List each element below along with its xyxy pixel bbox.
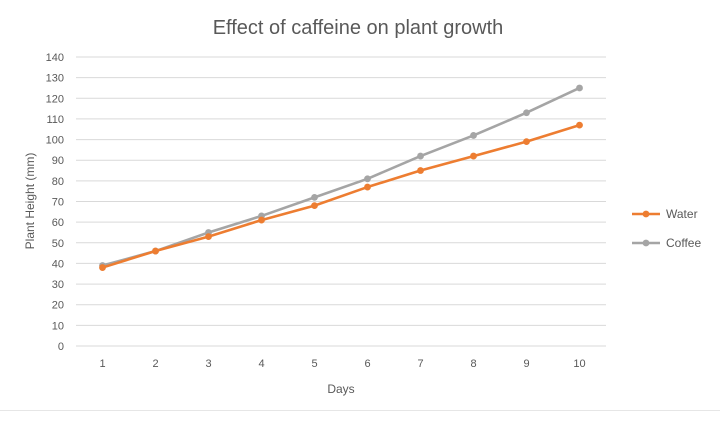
x-tick-label: 3 (205, 358, 211, 370)
x-tick-label: 2 (152, 358, 158, 370)
legend-coffee-label: Coffee (666, 236, 701, 250)
water-data-point (417, 167, 424, 174)
coffee-data-point (576, 84, 583, 92)
x-tick-label: 9 (523, 358, 529, 370)
y-tick-label: 100 (46, 135, 64, 147)
x-tick-label: 5 (311, 358, 317, 370)
coffee-data-point (417, 152, 424, 160)
x-tick-label: 7 (417, 358, 423, 370)
y-tick-label: 110 (46, 114, 64, 126)
legend: Water Coffee (632, 207, 701, 250)
water-data-point (205, 233, 212, 240)
series-lines (99, 84, 583, 271)
water-data-point (258, 216, 265, 224)
x-tick-label: 1 (99, 358, 105, 370)
water-data-point (99, 264, 106, 271)
y-tick-label: 40 (52, 258, 64, 270)
coffee-data-point (470, 132, 477, 139)
y-tick-label: 30 (52, 279, 64, 291)
bottom-divider (0, 410, 720, 411)
water-data-point (470, 152, 477, 160)
coffee-data-point (364, 175, 371, 183)
legend-water-marker (642, 210, 650, 218)
y-tick-label: 70 (52, 197, 64, 209)
x-tick-label: 4 (258, 358, 264, 370)
x-tick-label: 8 (470, 358, 476, 370)
y-tick-label: 60 (52, 217, 64, 229)
water-data-point (523, 138, 530, 146)
legend-water-label: Water (666, 207, 698, 221)
water-series-line (101, 123, 581, 269)
y-axis-ticks: 0 10 20 30 40 50 60 70 80 90 100 110 120 130 140 (46, 52, 64, 353)
y-tick-label: 50 (52, 238, 64, 250)
water-data-point (364, 183, 371, 191)
y-tick-label: 20 (52, 300, 64, 312)
y-tick-label: 0 (58, 341, 64, 353)
y-tick-label: 80 (52, 176, 64, 188)
x-tick-label: 10 (573, 358, 585, 370)
x-axis-title: Days (327, 382, 354, 396)
coffee-series-line (101, 86, 581, 267)
x-axis-ticks: 1 2 3 4 5 6 7 8 9 10 (99, 358, 585, 370)
coffee-data-point (523, 109, 530, 117)
gridlines (76, 56, 606, 347)
y-tick-label: 120 (46, 93, 64, 105)
y-tick-label: 90 (52, 155, 64, 167)
water-data-point (152, 247, 159, 255)
y-tick-label: 130 (46, 73, 64, 85)
water-data-point (576, 121, 583, 129)
y-axis-title: Plant Height (mm) (23, 153, 37, 250)
water-data-point (311, 202, 318, 210)
coffee-data-point (311, 193, 318, 201)
x-tick-label: 6 (364, 358, 370, 370)
chart-title: Effect of caffeine on plant growth (213, 17, 504, 39)
y-tick-label: 10 (52, 320, 64, 332)
y-tick-label: 140 (46, 52, 64, 64)
legend-coffee-marker (642, 239, 650, 247)
